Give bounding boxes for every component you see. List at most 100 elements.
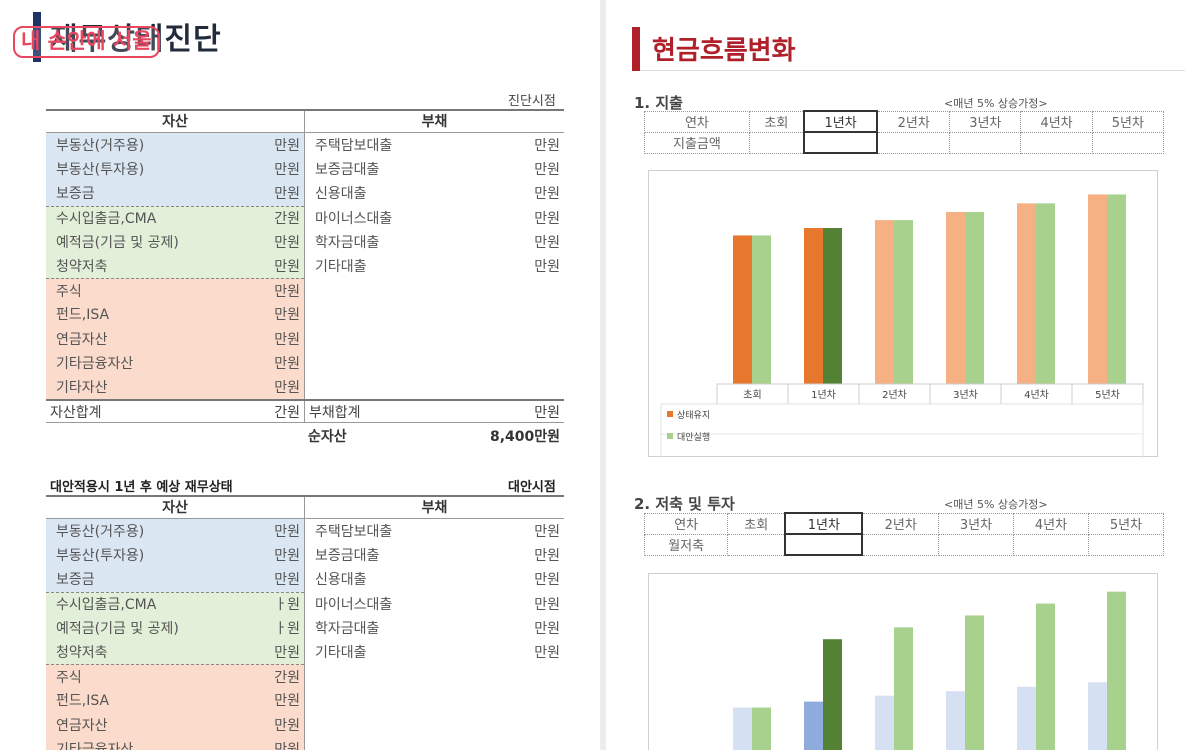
row-label: 마이너스대출 (315, 210, 393, 227)
year-row: 연차 초회 1년차 2년차 3년차 4년차 5년차 (643, 512, 1165, 535)
year-cell: 3년차 (949, 110, 1022, 133)
tick-label: 4년차 (1024, 389, 1049, 401)
amount-row: 지출금액 (644, 131, 1165, 154)
row-unit: 만원 (534, 186, 560, 203)
row-unit: 만원 (274, 645, 300, 662)
row-label: 주택담보대출 (315, 524, 393, 541)
row-label: 보증금대출 (315, 548, 380, 565)
amount-cell (784, 533, 864, 556)
svg-text:대안실행: 대안실행 (677, 431, 710, 443)
bar-series-2 (894, 627, 913, 750)
bar-series-2 (965, 615, 984, 750)
year-cell: 초회 (727, 512, 786, 535)
expense-year-table: 연차 초회 1년차 2년차 3년차 4년차 5년차 지출금액 (644, 110, 1165, 154)
asset-row: 부동산(거주용) 만원 (46, 519, 304, 544)
bar-series-1 (1088, 194, 1107, 384)
savings-heading: 2. 저축 및 투자 (634, 495, 735, 513)
row-unit: 만원 (274, 138, 300, 155)
row-label: 기타대출 (315, 645, 367, 662)
row-unit: 만원 (274, 379, 300, 396)
row-unit: 만원 (274, 307, 300, 324)
bar-series-1 (1017, 686, 1036, 750)
asset-row: 청약저축 만원 (46, 253, 304, 279)
row-unit: 만원 (274, 355, 300, 372)
row-label: 연금자산 (56, 717, 108, 734)
forecast-caption: 대안적용시 1년 후 예상 재무상태 (50, 480, 233, 495)
diagnosis-point-caption: 진단시점 (508, 94, 556, 109)
legend-entry: 상태유지 (667, 410, 710, 421)
savings-year-table: 연차 초회 1년차 2년차 3년차 4년차 5년차 월저축 (643, 512, 1165, 556)
asset-row: 펀드,ISA 만원 (46, 688, 304, 713)
amount-cell (1091, 131, 1165, 154)
row-unit: 간원 (274, 669, 300, 686)
row-unit: 만원 (534, 620, 560, 637)
amount-cell (938, 533, 1014, 556)
liability-row: 기타대출 만원 (305, 254, 564, 278)
year-cell: 초회 (748, 110, 805, 133)
asset-row: 기타금융자산 만원 (46, 736, 304, 750)
row-unit: 만원 (534, 645, 560, 662)
asset-row: 예적금(기금 및 공제) ㅏ원 (46, 615, 304, 640)
row-label: 부동산(거주용) (56, 524, 145, 541)
assets-column: 부동산(거주용) 만원 부동산(투자용) 만원 보증금 만원 수시입출금,CMA ㅏ원 예적금(… (46, 519, 305, 750)
year-cell-selected: 1년차 (784, 512, 864, 535)
asset-row: 수시입출금,CMA ㅏ원 (46, 591, 304, 616)
row-label: 청약저축 (56, 645, 108, 662)
asset-row: 펀드,ISA 만원 (46, 302, 304, 327)
asset-row: 보증금 만원 (46, 181, 304, 206)
bar-series-2 (1036, 603, 1055, 750)
liability-row: 학자금대출 만원 (305, 616, 564, 640)
year-row: 연차 초회 1년차 2년차 3년차 4년차 5년차 (644, 110, 1165, 133)
row-label: 예적금(기금 및 공제) (56, 234, 179, 251)
liability-row: 주택담보대출 만원 (305, 519, 564, 543)
liability-total-label: 부채합계 (309, 404, 361, 421)
panel-divider (600, 0, 606, 750)
liability-row: 신용대출 만원 (305, 567, 564, 591)
liability-row: 마이너스대출 만원 (305, 592, 564, 616)
year-cell: 2년차 (876, 110, 951, 133)
row-unit: 만원 (274, 283, 300, 300)
savings-assumption: <매년 5% 상승가정> (944, 498, 1048, 511)
expense-heading: 1. 지출 (634, 94, 683, 112)
liabilities-column: 주택담보대출 만원 보증금대출 만원 신용대출 만원 마이너스대출 만원 학자금대출 만원 기타대출… (305, 133, 564, 399)
row-label: 펀드,ISA (56, 693, 110, 710)
expense-chart-box: 초회 1년차 2년차 3년차 4년차 5년차 상태유지 대안실행 (648, 170, 1158, 465)
net-assets-row: 순자산 8,400만원 (46, 424, 564, 448)
row-label: 보증금대출 (315, 162, 380, 179)
bar-series-2 (752, 235, 771, 384)
bar-series-1 (875, 695, 894, 750)
row-label: 기타금융자산 (56, 355, 134, 372)
row-unit: 만원 (274, 162, 300, 179)
row-label: 지출금액 (644, 131, 750, 154)
row-unit: 만원 (274, 234, 300, 251)
row-label: 펀드,ISA (56, 307, 110, 324)
amount-cell (1020, 131, 1093, 154)
bar-series-1 (1088, 682, 1107, 750)
row-label: 청약저축 (56, 259, 108, 276)
amount-cell (949, 131, 1022, 154)
row-label: 기타금융자산 (56, 741, 134, 750)
asset-row: 보증금 만원 (46, 567, 304, 592)
row-unit: 만원 (274, 717, 300, 734)
bar-series-2 (1107, 194, 1126, 384)
asset-row: 수시입출금,CMA 간원 (46, 205, 304, 230)
row-unit: 만원 (274, 186, 300, 203)
row-label: 주식 (56, 669, 82, 686)
row-label: 신용대출 (315, 572, 367, 589)
amount-cell (876, 131, 951, 154)
row-label: 기타대출 (315, 259, 367, 276)
bar-series-2 (823, 228, 842, 384)
asset-row: 부동산(거주용) 만원 (46, 133, 304, 158)
row-unit: 만원 (534, 162, 560, 179)
tick-label: 1년차 (811, 389, 836, 401)
bar-series-1 (946, 211, 965, 384)
row-unit: ㅏ원 (274, 597, 300, 614)
liability-row: 기타대출 만원 (305, 640, 564, 664)
savings-bar-chart (733, 591, 1126, 750)
liability-row: 학자금대출 만원 (305, 230, 564, 254)
row-label: 신용대출 (315, 186, 367, 203)
bar-series-1 (875, 220, 894, 384)
liability-row: 보증금대출 만원 (305, 543, 564, 567)
row-unit: ㅏ원 (274, 620, 300, 637)
section-accent-bar (632, 27, 640, 71)
